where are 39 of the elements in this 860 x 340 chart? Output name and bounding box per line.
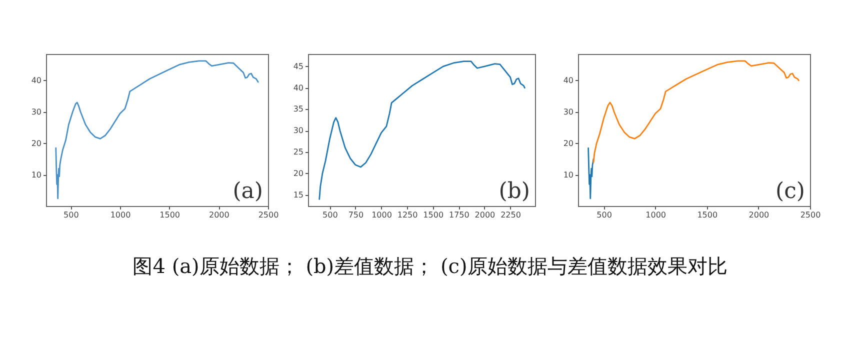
y-tick-label: 25 <box>293 148 304 157</box>
x-tick-label: 1500 <box>697 210 718 220</box>
y-tick-label: 40 <box>563 76 574 85</box>
y-tick-label: 20 <box>293 168 304 178</box>
caption: 图4 (a)原始数据； (b)差值数据； (c)原始数据与差值数据效果对比 <box>132 254 728 278</box>
y-tick-label: 15 <box>293 190 304 200</box>
x-tick-label: 2000 <box>748 210 770 220</box>
y-tick-label: 20 <box>563 138 574 148</box>
y-tick-label: 30 <box>31 107 42 116</box>
y-tick-label: 30 <box>563 107 574 116</box>
x-tick-label: 1000 <box>110 210 131 220</box>
y-tick-label: 35 <box>293 104 304 114</box>
y-tick-label: 10 <box>31 170 42 180</box>
x-tick-label: 500 <box>322 210 338 220</box>
x-tick-label: 1250 <box>397 210 418 220</box>
x-tick-label: 1750 <box>448 210 470 220</box>
x-tick-label: 1500 <box>423 210 444 220</box>
y-tick-label: 30 <box>293 126 304 136</box>
annotation: (a) <box>232 179 263 204</box>
x-tick-label: 750 <box>348 210 364 220</box>
x-tick-label: 1000 <box>646 210 666 220</box>
annotation: (c) <box>776 179 805 204</box>
x-tick-label: 500 <box>64 210 79 220</box>
y-tick-label: 45 <box>293 62 304 71</box>
line-series <box>588 147 594 200</box>
line-series <box>592 60 800 163</box>
x-tick-label: 2250 <box>500 210 521 220</box>
y-tick-label: 40 <box>31 76 42 85</box>
y-tick-label: 20 <box>31 138 42 148</box>
x-tick-label: 2500 <box>800 210 821 220</box>
annotation: (b) <box>498 179 530 204</box>
y-tick-label: 40 <box>293 83 304 92</box>
x-tick-label: 500 <box>596 210 612 220</box>
x-tick-label: 2000 <box>474 210 496 220</box>
x-tick-label: 1500 <box>160 210 180 220</box>
x-tick-label: 2000 <box>208 210 230 220</box>
x-tick-label: 2500 <box>258 210 279 220</box>
y-tick-label: 10 <box>563 170 574 180</box>
x-tick-label: 1000 <box>372 210 392 220</box>
